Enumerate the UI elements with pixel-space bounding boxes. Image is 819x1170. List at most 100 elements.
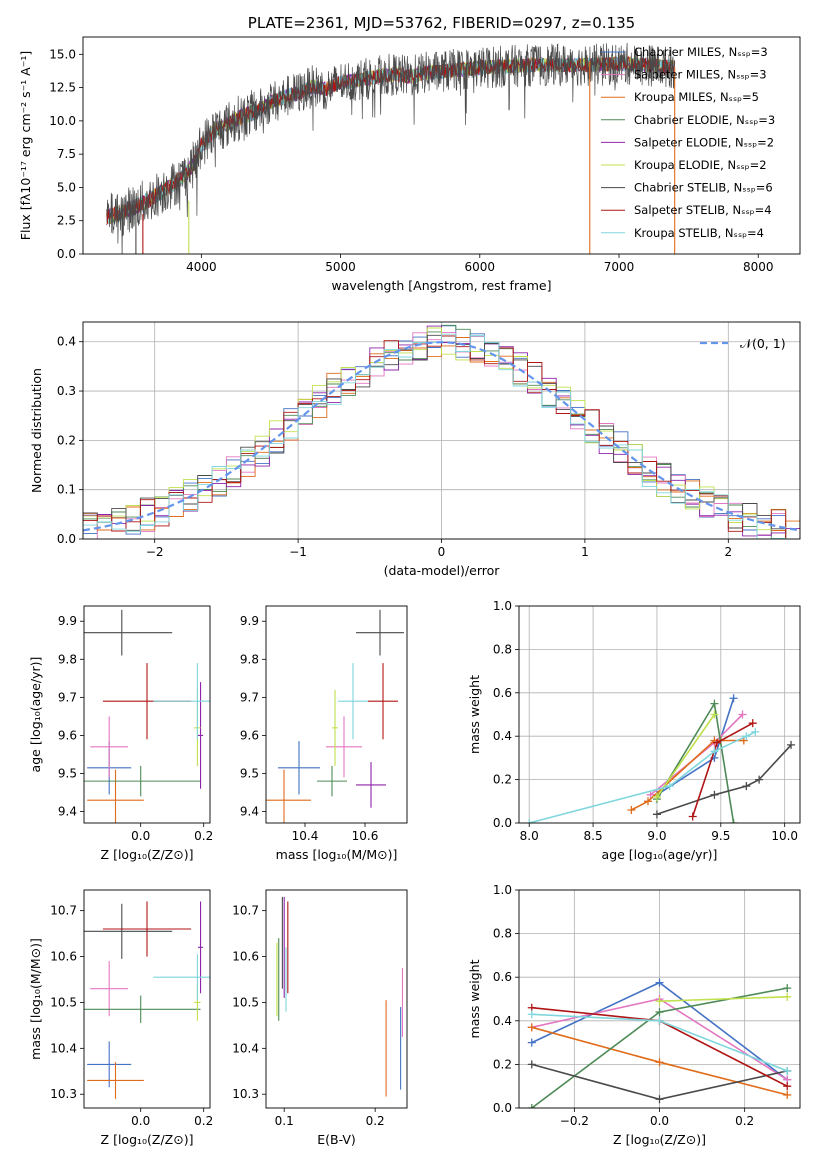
y-tick-label: 0.0 <box>57 532 76 546</box>
y-tick-label: 10.5 <box>50 995 77 1009</box>
weight-marker <box>738 710 747 719</box>
weight-marker <box>710 790 719 799</box>
errorbar-point <box>317 765 347 797</box>
weight-marker <box>751 727 760 736</box>
weight-series-4 <box>659 996 788 1002</box>
x-axis-label: wavelength [Angstrom, rest frame] <box>331 278 551 293</box>
axes-frame <box>265 889 408 1109</box>
weight-marker <box>783 1090 792 1099</box>
y-tick-label: 15.0 <box>49 47 76 61</box>
errorbar-point <box>326 716 362 778</box>
weight-marker <box>627 805 636 814</box>
y-tick-label: 9.7 <box>240 690 259 704</box>
histogram-series-3 <box>83 324 800 539</box>
weight-marker <box>710 710 719 719</box>
weight-marker <box>644 797 653 806</box>
x-tick-label: 0.0 <box>131 829 150 843</box>
y-tick-label: 10.7 <box>50 904 77 918</box>
panel-6: 0.0 0.2 10.3 10.4 10.5 10.6 10.7 Z [log₁₀(Z/Z⊙)… <box>28 889 213 1147</box>
weight-marker <box>652 792 661 801</box>
x-tick-label: 0.2 <box>735 1114 754 1128</box>
weight-marker <box>655 1008 664 1017</box>
y-tick-label: 0.3 <box>57 384 76 398</box>
x-tick-label: 0.0 <box>650 1114 669 1128</box>
errorbar-point <box>368 663 398 740</box>
y-tick-label: 10.6 <box>50 950 77 964</box>
weight-series-1 <box>650 713 744 796</box>
y-tick-label: 9.8 <box>240 652 259 666</box>
legend-label: Salpeter ELODIE, Nₛₛₚ=2 <box>634 135 774 149</box>
weight-marker <box>655 1095 664 1104</box>
panel-5: 8.0 8.5 9.0 9.5 10.0 0.0 0.2 0.4 0.6 0.8 1.0 age [l… <box>467 599 801 862</box>
y-axis-label: Normed distribution <box>29 368 44 493</box>
plot-area <box>266 609 404 823</box>
errorbar-point <box>102 901 192 957</box>
plot-area <box>276 896 404 1097</box>
panel-3: 0.0 0.2 9.4 9.5 9.6 9.7 9.8 9.9 Z [log₁₀(Z/Z⊙)] a… <box>28 605 213 862</box>
y-tick-label: 10.0 <box>49 114 76 128</box>
legend-label: Chabrier ELODIE, Nₛₛₚ=3 <box>634 113 775 127</box>
errorbar-point <box>87 1041 132 1088</box>
x-axis-label: age [log₁₀(age/yr)] <box>602 847 718 862</box>
errorbar-point <box>278 741 320 795</box>
weight-marker <box>655 997 664 1006</box>
y-tick-label: 0.8 <box>493 927 512 941</box>
x-tick-label: 8000 <box>743 260 774 274</box>
plot-area <box>84 609 210 823</box>
chart-title: PLATE=2361, MJD=53762, FIBERID=0297, z=0… <box>248 14 635 32</box>
legend-label: 𝒩(0, 1) <box>740 336 786 351</box>
axes-frame <box>83 889 211 1109</box>
y-tick-label: 0.4 <box>493 1014 512 1028</box>
y-tick-label: 9.7 <box>58 690 77 704</box>
weight-marker <box>742 782 751 791</box>
weight-marker <box>652 810 661 819</box>
x-axis-label: E(B-V) <box>317 1132 356 1147</box>
legend-label: Chabrier MILES, Nₛₛₚ=3 <box>634 45 768 59</box>
y-tick-label: 10.7 <box>232 904 259 918</box>
weight-marker <box>783 1066 792 1075</box>
y-tick-label: 10.3 <box>232 1087 259 1101</box>
weight-marker <box>742 732 751 741</box>
x-tick-label: 6000 <box>465 260 496 274</box>
weight-marker <box>783 984 792 993</box>
weight-marker <box>688 812 697 821</box>
panel-7: 0.1 0.2 10.3 10.4 10.5 10.6 10.7 E(B-V) <box>232 889 408 1147</box>
y-tick-label: 12.5 <box>49 81 76 95</box>
errorbar-point <box>356 762 386 808</box>
axes-decoration: 0.0 0.2 9.4 9.5 9.6 9.7 9.8 9.9 Z [log₁₀(Z/Z⊙)] a… <box>28 605 213 862</box>
weight-series-4 <box>656 714 716 798</box>
errorbar-point <box>84 609 173 656</box>
x-tick-label: 0 <box>438 545 446 559</box>
y-tick-label: 10.4 <box>232 1041 259 1055</box>
weight-marker <box>655 1058 664 1067</box>
y-tick-label: 0.8 <box>493 642 512 656</box>
x-axis-label: Z [log₁₀(Z/Z⊙)] <box>101 1132 194 1147</box>
weight-marker <box>712 738 721 747</box>
axes-decoration: 0.0 0.2 10.3 10.4 10.5 10.6 10.7 Z [log₁₀(Z/Z⊙)… <box>28 889 213 1147</box>
errorbar-point <box>84 903 173 959</box>
y-axis-label: mass weight <box>467 959 482 1038</box>
normal-curve <box>83 341 800 532</box>
spectrum-series-6 <box>106 42 676 254</box>
axes-frame <box>518 605 801 824</box>
plot-area <box>527 978 792 1108</box>
weight-marker <box>655 978 664 987</box>
y-tick-label: 0.2 <box>493 1057 512 1071</box>
x-tick-label: −2 <box>146 545 164 559</box>
plot-area <box>83 324 800 539</box>
x-axis-label: (data-model)/error <box>384 563 501 578</box>
weight-series-3 <box>656 701 735 823</box>
y-tick-label: 0.0 <box>493 816 512 830</box>
errorbar-point <box>198 682 204 789</box>
y-axis-label: age [log₁₀(age/yr)] <box>28 657 43 773</box>
x-tick-label: −0.2 <box>560 1114 589 1128</box>
weight-marker <box>655 1016 664 1025</box>
errorbar-point <box>87 1062 144 1099</box>
x-tick-label: 0.1 <box>275 1114 294 1128</box>
weight-marker <box>527 1010 536 1019</box>
legend-label: Chabrier STELIB, Nₛₛₚ=6 <box>634 181 773 195</box>
x-tick-label: 1 <box>581 545 589 559</box>
y-tick-label: 2.5 <box>57 214 76 228</box>
weight-marker <box>783 992 792 1001</box>
